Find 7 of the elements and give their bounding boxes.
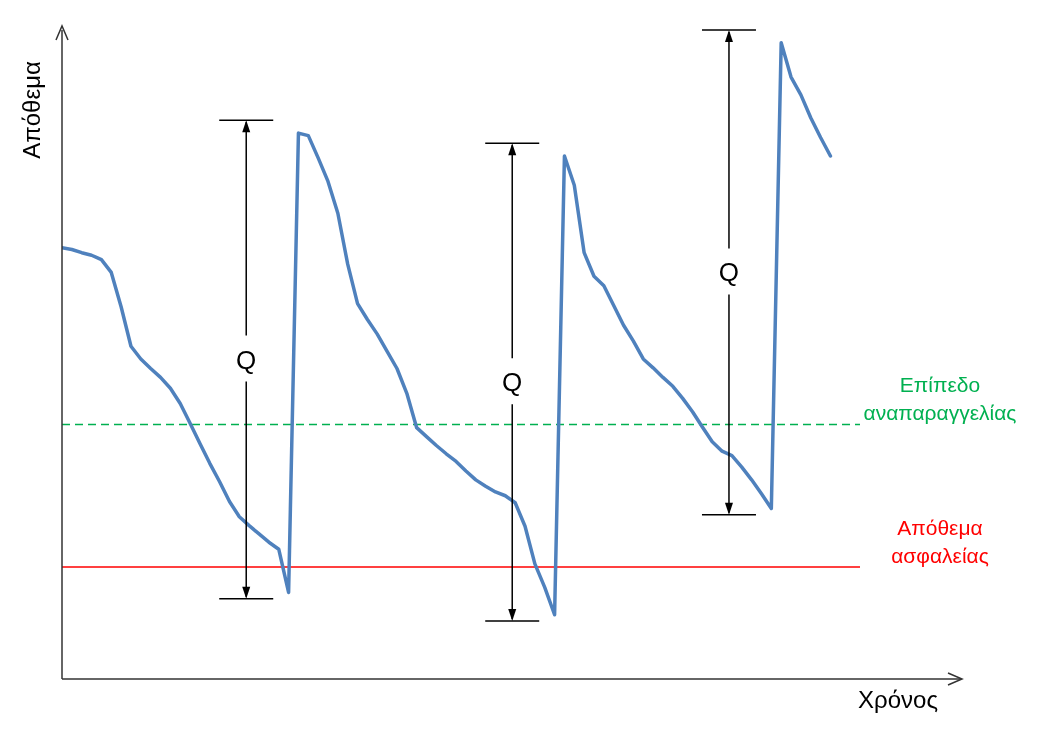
annotation: Q bbox=[718, 257, 740, 288]
x-axis-title: Χρόνος bbox=[858, 686, 938, 713]
annotation: Q bbox=[502, 367, 523, 398]
annotation: Q bbox=[236, 344, 257, 375]
ref-line-label: Απόθεμα ασφαλείας bbox=[891, 516, 989, 568]
ref-line-label: Επίπεδο αναπαραγγελίας bbox=[863, 373, 1017, 425]
y-axis-title: Απόθεμα bbox=[18, 61, 45, 159]
